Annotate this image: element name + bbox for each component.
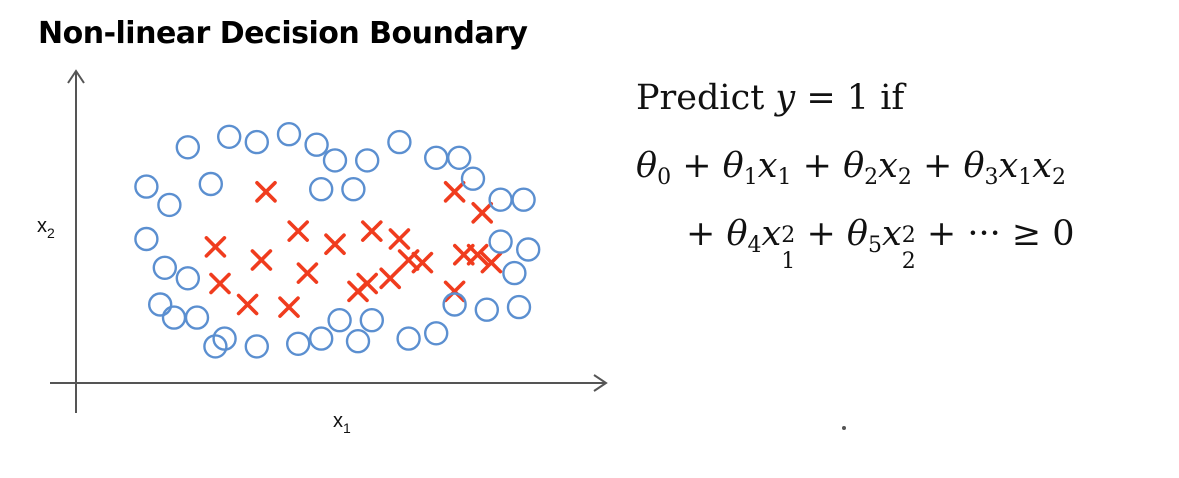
negative-example-circle bbox=[322, 148, 348, 173]
plot-axes bbox=[50, 69, 608, 413]
negative-example-circle bbox=[161, 305, 187, 330]
positive-example-cross bbox=[480, 251, 503, 274]
negative-example-circle bbox=[304, 132, 329, 157]
scatter-marks bbox=[134, 121, 541, 359]
negative-example-circle bbox=[474, 297, 499, 322]
positive-example-cross bbox=[296, 262, 319, 284]
negative-example-circle bbox=[442, 292, 467, 317]
negative-example-circle bbox=[286, 331, 311, 356]
negative-example-circle bbox=[387, 129, 412, 155]
theta-2: θ2 bbox=[843, 146, 879, 190]
plus-operator: + bbox=[686, 214, 716, 254]
negative-example-circle bbox=[244, 129, 269, 155]
negative-example-circle bbox=[203, 334, 228, 359]
positive-example-cross bbox=[360, 220, 383, 242]
x-1: x1 bbox=[757, 146, 792, 190]
plus-operator: + bbox=[671, 146, 723, 186]
positive-example-cross bbox=[250, 249, 273, 271]
negative-example-circle bbox=[516, 237, 541, 262]
theta-0: θ0 bbox=[636, 146, 672, 190]
negative-example-circle bbox=[134, 174, 159, 199]
x-1: x1 bbox=[998, 146, 1033, 190]
negative-example-circle bbox=[502, 260, 527, 286]
scatter-plot: x1 x2 bbox=[37, 69, 608, 436]
negative-example-circle bbox=[424, 145, 449, 171]
prediction-rule-line-1: Predict y = 1 if bbox=[636, 78, 904, 118]
positive-example-cross bbox=[443, 181, 466, 203]
x-2: x2 bbox=[1032, 146, 1067, 190]
theta-4: θ4 bbox=[726, 214, 762, 258]
theta-3: θ3 bbox=[963, 146, 999, 190]
negative-example-circle bbox=[212, 326, 237, 351]
y-axis-label: x2 bbox=[37, 215, 55, 241]
positive-example-cross bbox=[236, 293, 259, 316]
negative-example-circle bbox=[147, 292, 173, 317]
negative-example-circle bbox=[134, 226, 159, 252]
negative-example-circle bbox=[175, 135, 201, 160]
positive-example-cross bbox=[255, 181, 277, 203]
positive-example-cross bbox=[388, 228, 411, 250]
negative-example-circle bbox=[511, 187, 536, 212]
negative-example-circle bbox=[447, 145, 472, 171]
negative-example-circle bbox=[506, 294, 532, 320]
negative-example-circle bbox=[216, 124, 242, 150]
rule-tail: + ··· ≥ 0 bbox=[926, 214, 1075, 254]
plus-operator: + bbox=[791, 146, 844, 186]
positive-example-cross bbox=[287, 220, 310, 242]
target-value: = 1 bbox=[806, 78, 870, 118]
negative-example-circle bbox=[198, 171, 224, 197]
slide-title: Non-linear Decision Boundary bbox=[38, 16, 528, 51]
plus-operator: + bbox=[911, 146, 964, 186]
positive-example-cross bbox=[379, 267, 402, 290]
negative-example-circle bbox=[309, 326, 334, 351]
x-axis-arrowhead bbox=[593, 374, 608, 392]
positive-example-cross bbox=[471, 202, 494, 224]
negative-example-circle bbox=[359, 308, 384, 333]
target-variable: y bbox=[775, 78, 796, 118]
negative-example-circle bbox=[244, 334, 269, 359]
negative-example-circle bbox=[355, 148, 380, 173]
prediction-rule-line-2: θ0 + θ1x1 + θ2x2 + θ3x1x2 bbox=[636, 146, 1066, 190]
x-2: x2 bbox=[878, 146, 912, 190]
negative-example-circle bbox=[157, 192, 182, 218]
positive-example-cross bbox=[347, 280, 369, 303]
negative-example-circle bbox=[424, 321, 449, 346]
positive-example-cross bbox=[466, 243, 489, 266]
negative-example-circle bbox=[152, 255, 178, 280]
positive-example-cross bbox=[411, 251, 434, 274]
x-axis-label: x1 bbox=[333, 410, 351, 436]
positive-example-cross bbox=[278, 296, 300, 318]
negative-example-circle bbox=[488, 229, 513, 254]
negative-example-circle bbox=[327, 308, 352, 333]
plus-operator: + bbox=[806, 214, 836, 254]
negative-example-circle bbox=[276, 121, 302, 147]
condition-word: if bbox=[880, 78, 905, 118]
y-axis-arrowhead bbox=[67, 69, 85, 84]
negative-example-circle bbox=[184, 305, 210, 330]
positive-example-cross bbox=[204, 236, 227, 258]
negative-example-circle bbox=[175, 266, 201, 291]
stray-dot bbox=[842, 426, 846, 430]
positive-example-cross bbox=[324, 233, 346, 255]
negative-example-circle bbox=[460, 166, 486, 191]
positive-example-cross bbox=[443, 280, 466, 303]
theta-5: θ5 bbox=[846, 214, 882, 258]
negative-example-circle bbox=[488, 187, 513, 212]
negative-example-circle bbox=[345, 329, 371, 354]
predict-word: Predict bbox=[636, 78, 765, 118]
theta-1: θ1 bbox=[722, 146, 758, 190]
positive-example-cross bbox=[209, 272, 231, 295]
prediction-rule-line-3: + θ4x 2 1 + θ5x 2 2 + ··· ≥ 0 bbox=[686, 214, 1075, 274]
negative-example-circle bbox=[341, 176, 366, 202]
negative-example-circle bbox=[396, 326, 421, 351]
negative-example-circle bbox=[309, 176, 334, 202]
